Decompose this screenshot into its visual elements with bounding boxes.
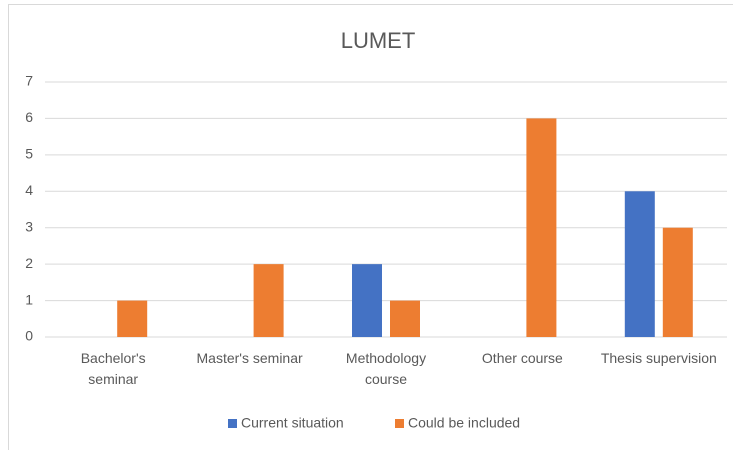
legend-label: Could be included — [408, 415, 520, 431]
legend-label: Current situation — [241, 415, 344, 431]
legend-swatch — [395, 419, 404, 428]
legend-swatch — [228, 419, 237, 428]
y-tick-label: 2 — [25, 255, 33, 271]
x-tick-label: Other course — [481, 350, 563, 366]
x-tick-label: Master's seminar — [196, 350, 303, 366]
bar — [624, 191, 655, 337]
y-tick-label: 1 — [25, 291, 33, 307]
x-tick-label: Thesis supervision — [600, 350, 717, 366]
y-tick-label: 0 — [25, 328, 33, 344]
y-tick-label: 6 — [25, 109, 33, 125]
y-tick-label: 5 — [25, 146, 33, 162]
x-tick-label: Bachelor's seminar — [80, 350, 146, 387]
bar — [662, 227, 693, 337]
bar — [253, 264, 284, 337]
y-tick-label: 7 — [25, 73, 33, 89]
bar — [352, 264, 382, 337]
x-tick-label: Methodology course — [345, 350, 427, 387]
y-tick-label: 3 — [25, 218, 33, 234]
bar — [117, 300, 148, 337]
y-tick-label: 4 — [25, 182, 33, 198]
chart-title: LUMET — [341, 28, 416, 53]
bar — [390, 300, 420, 337]
bar — [526, 118, 557, 337]
